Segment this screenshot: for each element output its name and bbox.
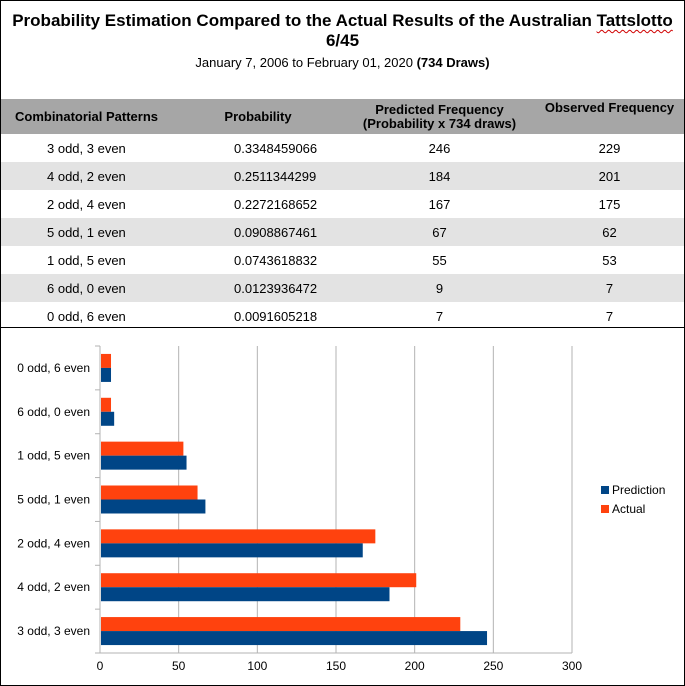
table-header-row: Combinatorial Patterns Probability Predi… [1,99,684,134]
frequency-table: Combinatorial Patterns Probability Predi… [1,99,684,330]
probability-cell: 0.0908867461 [172,218,344,246]
table-row: 4 odd, 2 even 0.2511344299 184 201 [1,162,684,190]
x-tick-label: 150 [326,659,346,673]
observed-cell: 53 [602,252,617,268]
predicted-cell: 55 [432,252,447,268]
x-tick-label: 300 [562,659,582,673]
probability-cell: 0.3348459066 [234,140,318,156]
date-range-text: January 7, 2006 to February 01, 2020 [195,55,417,70]
section-divider [1,327,684,328]
predicted-cell: 167 [428,196,451,212]
bar-actual [101,397,112,412]
bar-prediction [101,631,488,646]
observed-cell: 201 [535,162,684,190]
header-probability: Probability [172,99,344,134]
probability-cell: 0.0743618832 [234,252,318,268]
table-row: 1 odd, 5 even 0.0743618832 55 53 [1,246,684,274]
bar-actual [101,485,198,500]
table-row: 5 odd, 1 even 0.0908867461 67 62 [1,218,684,246]
y-category-label: 2 odd, 4 even [17,536,90,550]
bar-actual [101,441,184,456]
predicted-cell: 67 [344,218,535,246]
x-tick-label: 200 [405,659,425,673]
header-observed-frequency: Observed Frequency [535,99,684,134]
table-row: 2 odd, 4 even 0.2272168652 167 175 [1,190,684,218]
y-category-label: 0 odd, 6 even [17,361,90,375]
pattern-cell: 5 odd, 1 even [1,218,172,246]
table-row: 6 odd, 0 even 0.0123936472 9 7 [1,274,684,302]
legend-swatch [601,505,609,513]
bar-chart: 0 50 100 150 200 250 300 3 odd, 3 even 4 odd, 2 … [17,345,665,673]
y-category-label: 1 odd, 5 even [17,449,90,463]
legend-label: Actual [612,502,645,516]
title-spellcheck-word: Tattslotto [596,11,673,30]
pattern-cell: 4 odd, 2 even [1,162,172,190]
x-tick-label: 0 [97,659,104,673]
bar-actual [101,617,461,632]
x-tick-label: 250 [483,659,503,673]
header-predicted-frequency: Predicted Frequency (Probability x 734 dr… [344,99,535,134]
header-patterns: Combinatorial Patterns [1,99,172,134]
observed-cell: 7 [535,274,684,302]
probability-cell: 0.2511344299 [172,162,344,190]
probability-cell: 0.2272168652 [234,196,318,212]
predicted-cell: 184 [344,162,535,190]
predicted-cell: 9 [344,274,535,302]
bar-prediction [101,587,390,602]
pattern-cell: 6 odd, 0 even [1,274,172,302]
bar-prediction [101,543,363,558]
predicted-cell: 246 [428,140,451,156]
observed-cell: 62 [535,218,684,246]
pattern-cell: 0 odd, 6 even [47,308,126,324]
x-tick-label: 100 [247,659,267,673]
pattern-cell: 2 odd, 4 even [47,196,126,212]
bar-prediction [101,367,112,382]
pattern-cell: 3 odd, 3 even [47,140,126,156]
probability-cell: 0.0091605218 [234,308,318,324]
y-category-label: 6 odd, 0 even [17,405,90,419]
date-range-subtitle: January 7, 2006 to February 01, 2020 (73… [0,55,685,70]
bar-prediction [101,499,206,514]
x-tick-label: 50 [172,659,186,673]
y-category-label: 5 odd, 1 even [17,493,90,507]
bar-actual [101,529,376,544]
legend-swatch [601,486,609,494]
legend-label: Prediction [612,483,665,497]
observed-cell: 7 [605,308,614,324]
table-row: 0 odd, 6 even 0.0091605218 7 7 [1,302,684,330]
bar-prediction [101,455,187,470]
table-row: 3 odd, 3 even 0.3348459066 246 229 [1,134,684,162]
probability-cell: 0.0123936472 [172,274,344,302]
predicted-cell: 7 [435,308,444,324]
observed-cell: 175 [598,196,621,212]
observed-cell: 229 [598,140,621,156]
draw-count: (734 Draws) [416,55,490,70]
y-category-label: 3 odd, 3 even [17,624,90,638]
pattern-cell: 1 odd, 5 even [47,252,126,268]
bar-actual [101,353,112,368]
bar-actual [101,573,417,588]
bar-prediction [101,411,115,426]
page-title: Probability Estimation Compared to the A… [12,11,673,50]
y-category-label: 4 odd, 2 even [17,580,90,594]
